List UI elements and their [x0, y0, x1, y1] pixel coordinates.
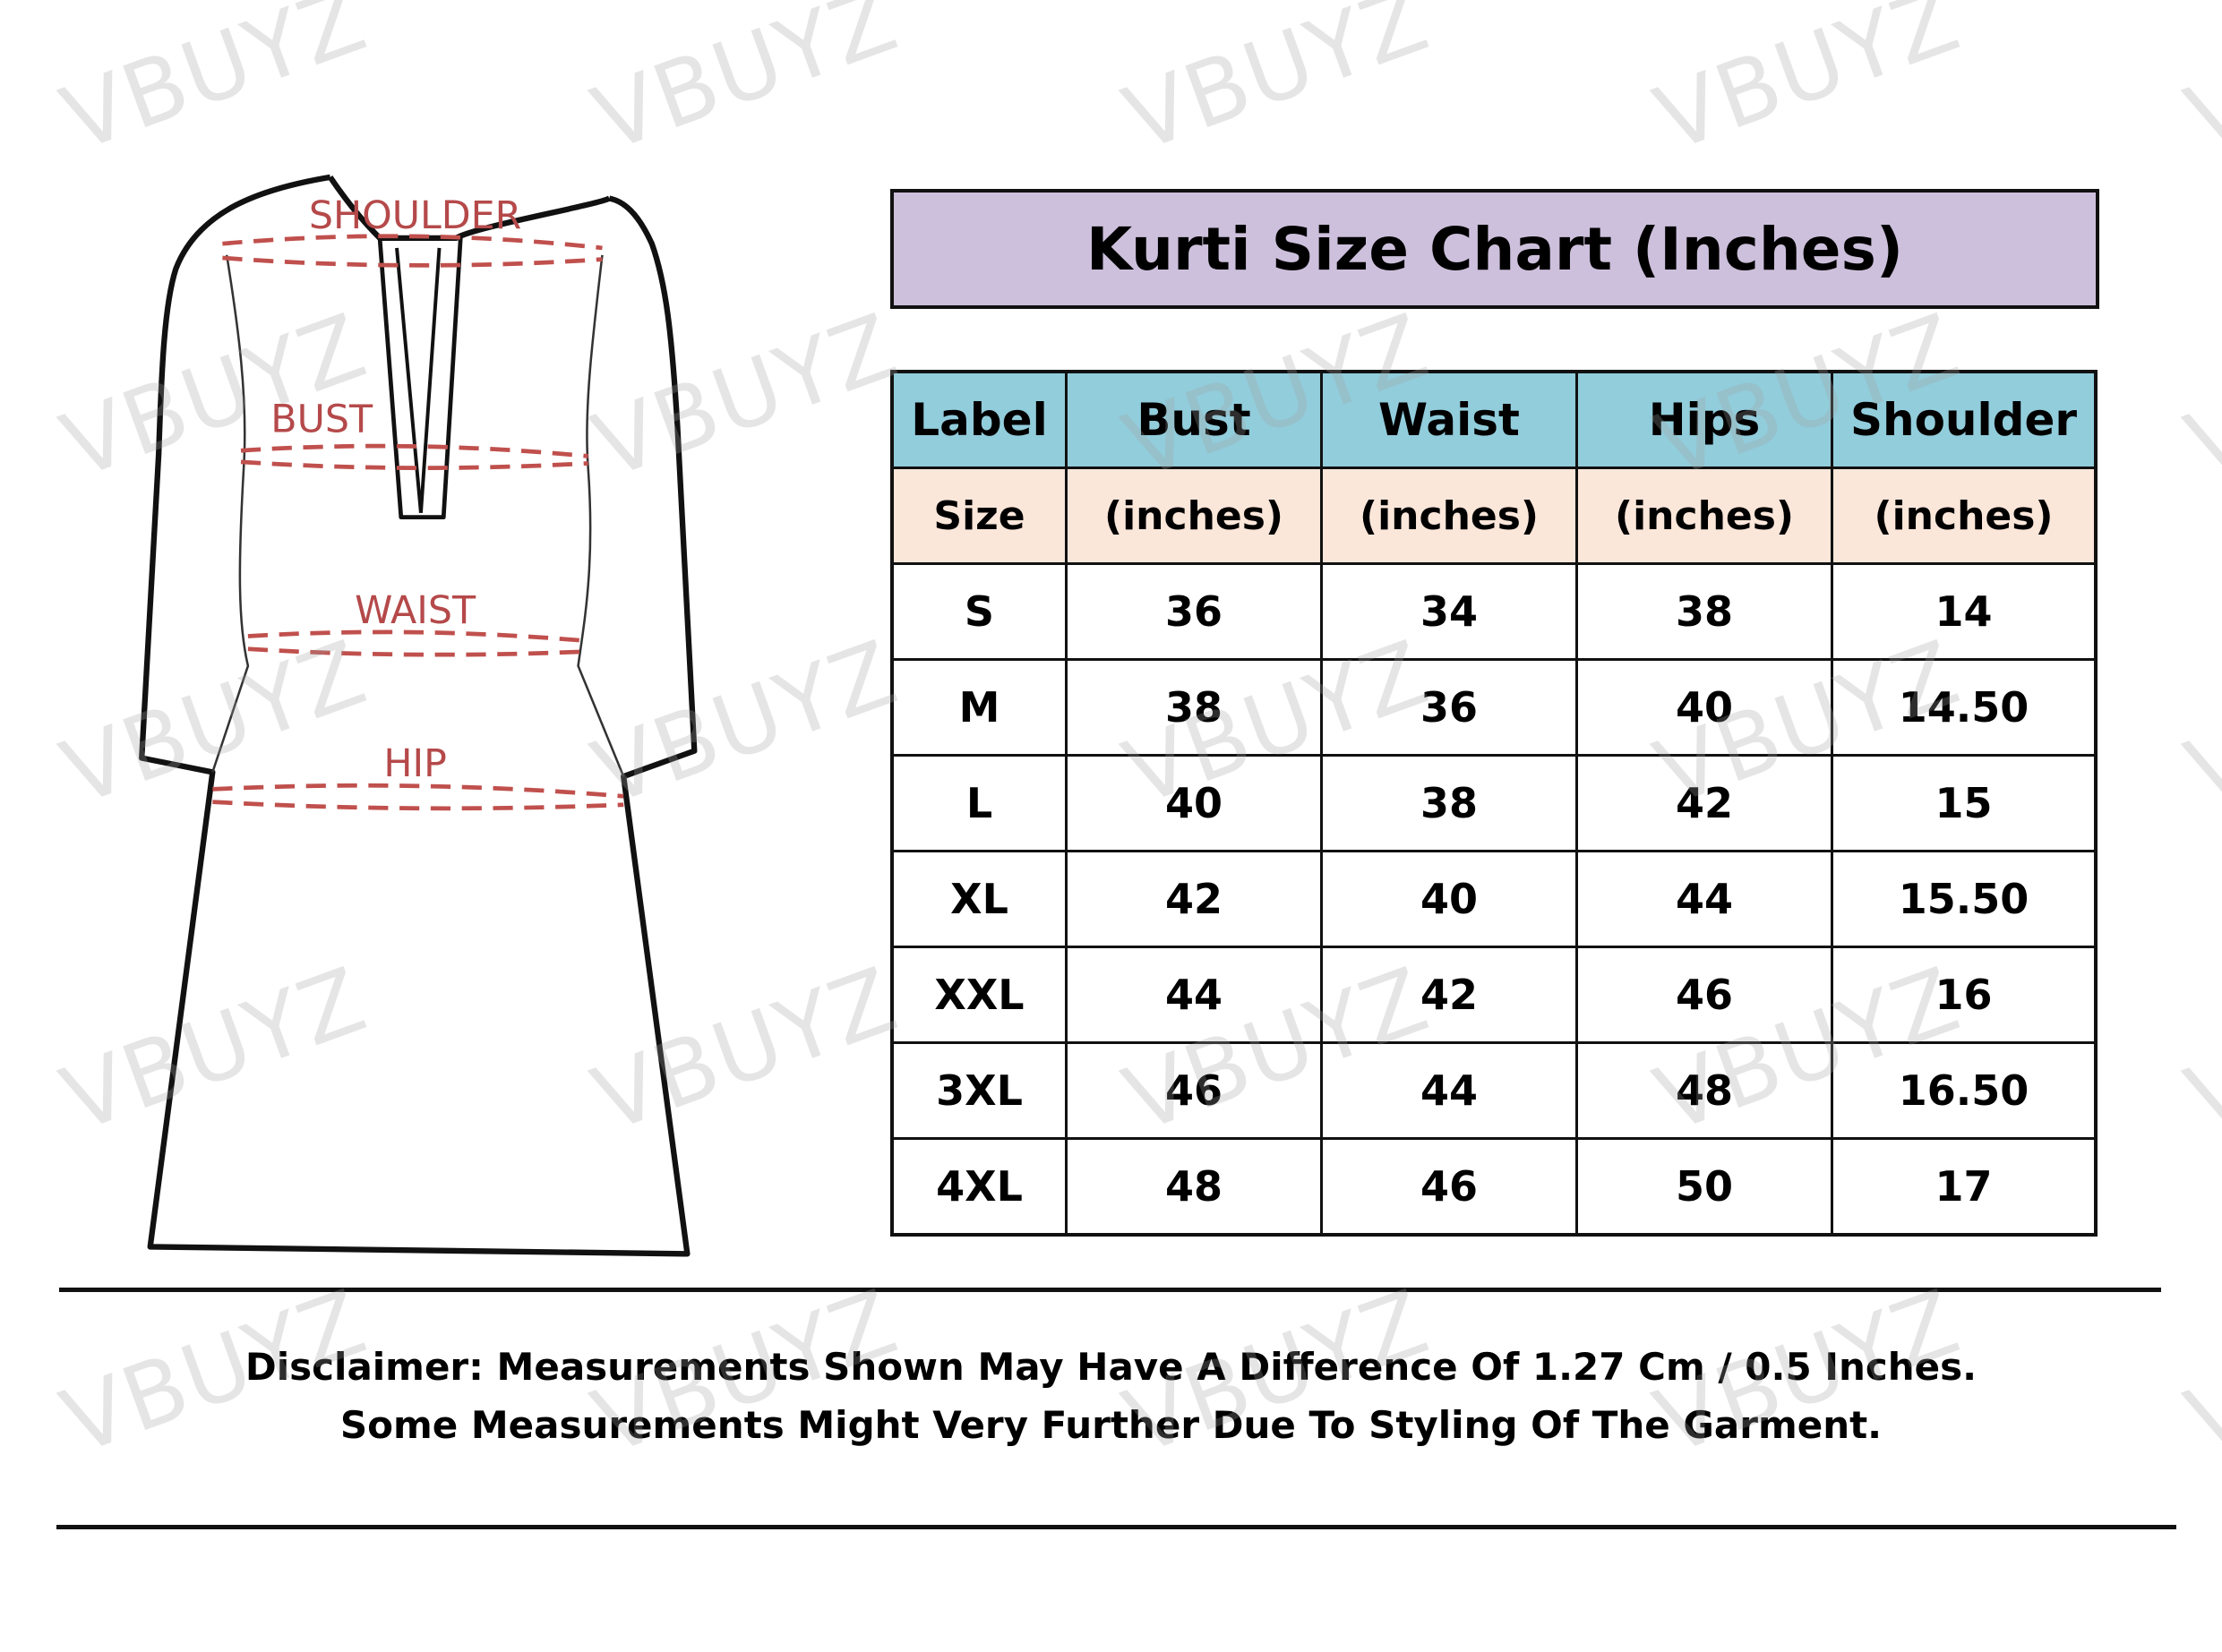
disclaimer-line-2: Some Measurements Might Very Further Due… [339, 1403, 1883, 1447]
shoulder-cell: 16.50 [1831, 1041, 2098, 1140]
waist-cell: 44 [1320, 1041, 1578, 1140]
bust-cell: 46 [1065, 1041, 1323, 1140]
shoulder-cell: 15.50 [1831, 850, 2098, 948]
subheader-unit: (inches) [1065, 466, 1323, 565]
header-row: Label Bust Waist Hips Shoulder [890, 370, 2098, 469]
bust-cell: 48 [1065, 1137, 1323, 1237]
shoulder-cell: 14 [1831, 562, 2098, 661]
bust-cell: 38 [1065, 658, 1323, 757]
disclaimer-line-1: Disclaimer: Measurements Shown May Have … [245, 1345, 1977, 1389]
divider-bottom [56, 1525, 2176, 1529]
header-bust: Bust [1065, 370, 1323, 469]
shoulder-cell: 17 [1831, 1137, 2098, 1237]
bust-cell: 36 [1065, 562, 1323, 661]
subheader-row: Size (inches) (inches) (inches) (inches) [890, 466, 2098, 565]
hips-cell: 44 [1575, 850, 1833, 948]
shoulder-cell: 14.50 [1831, 658, 2098, 757]
hips-cell: 46 [1575, 946, 1833, 1044]
shoulder-cell: 15 [1831, 754, 2098, 852]
hips-cell: 40 [1575, 658, 1833, 757]
waist-cell: 34 [1320, 562, 1578, 661]
chart-title: Kurti Size Chart (Inches) [890, 189, 2099, 309]
hip-label: HIP [383, 741, 446, 786]
size-cell: 3XL [890, 1041, 1068, 1140]
divider-top [59, 1288, 2161, 1292]
bust-cell: 40 [1065, 754, 1323, 852]
waist-cell: 36 [1320, 658, 1578, 757]
waist-cell: 38 [1320, 754, 1578, 852]
bust-label: BUST [270, 398, 373, 442]
hips-cell: 42 [1575, 754, 1833, 852]
waist-cell: 46 [1320, 1137, 1578, 1237]
seam-lines [211, 254, 625, 777]
header-shoulder: Shoulder [1831, 370, 2098, 469]
waist-cell: 40 [1320, 850, 1578, 948]
hips-cell: 48 [1575, 1041, 1833, 1140]
shoulder-label: SHOULDER [309, 193, 522, 238]
kurti-outline [139, 174, 698, 1257]
size-cell: S [890, 562, 1068, 661]
waist-label: WAIST [355, 588, 476, 633]
hips-cell: 50 [1575, 1137, 1833, 1237]
waist-cell: 42 [1320, 946, 1578, 1044]
table-row: 3XL 46 44 48 16.50 [890, 1041, 2098, 1140]
table-row: XL 42 40 44 15.50 [890, 850, 2098, 948]
table-row: XXL 44 42 46 16 [890, 946, 2098, 1044]
subheader-unit: (inches) [1831, 466, 2098, 565]
header-waist: Waist [1320, 370, 1578, 469]
hips-cell: 38 [1575, 562, 1833, 661]
shoulder-cell: 16 [1831, 946, 2098, 1044]
size-table: Label Bust Waist Hips Shoulder Size (inc… [890, 370, 2098, 1237]
table-row: S 36 34 38 14 [890, 562, 2098, 661]
table-row: L 40 38 42 15 [890, 754, 2098, 852]
size-cell: XXL [890, 946, 1068, 1044]
size-cell: XL [890, 850, 1068, 948]
table-row: 4XL 48 46 50 17 [890, 1137, 2098, 1237]
subheader-unit: (inches) [1575, 466, 1833, 565]
measure-lines [212, 234, 624, 811]
size-cell: 4XL [890, 1137, 1068, 1237]
size-cell: L [890, 754, 1068, 852]
table-row: M 38 36 40 14.50 [890, 658, 2098, 757]
bust-cell: 42 [1065, 850, 1323, 948]
header-label: Label [890, 370, 1068, 469]
subheader-unit: (inches) [1320, 466, 1578, 565]
bust-cell: 44 [1065, 946, 1323, 1044]
header-hips: Hips [1575, 370, 1833, 469]
subheader-size: Size [890, 466, 1068, 565]
size-cell: M [890, 658, 1068, 757]
